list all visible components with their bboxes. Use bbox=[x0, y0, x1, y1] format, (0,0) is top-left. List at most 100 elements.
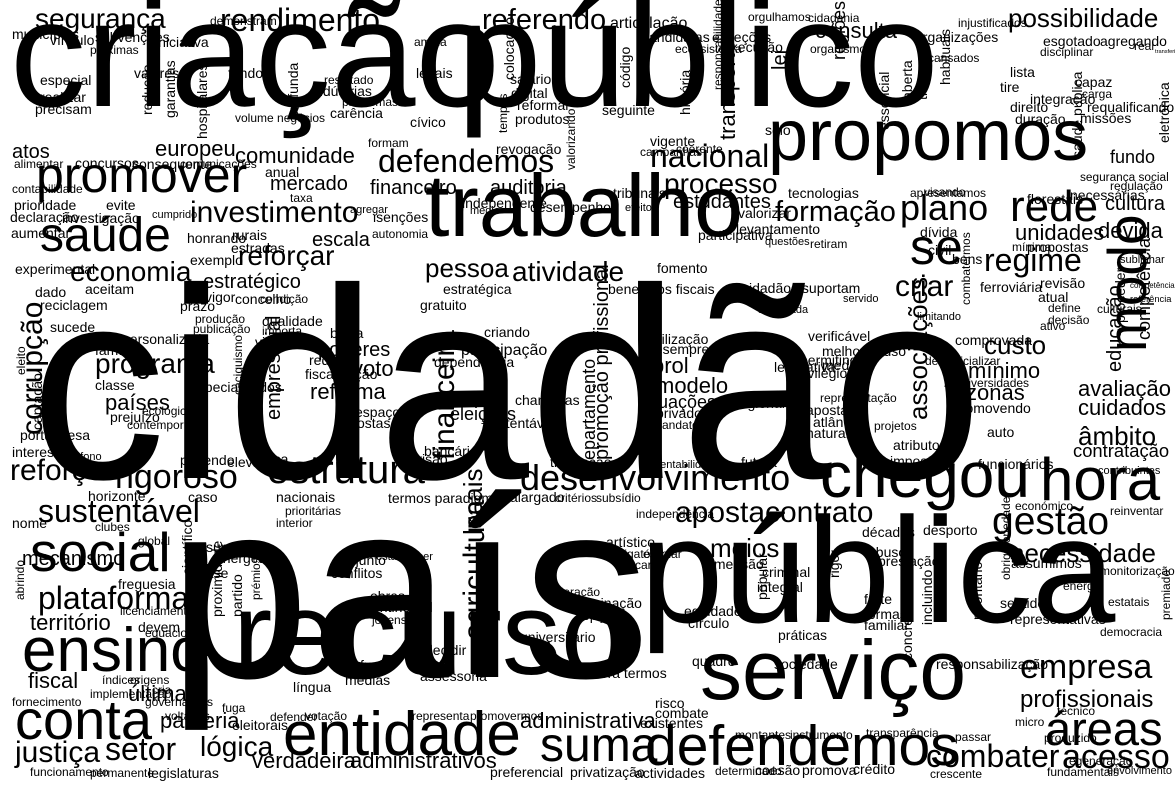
word-possibilidade: possibilidade bbox=[1008, 3, 1159, 33]
word-funcionarios: funcionários bbox=[978, 456, 1054, 472]
word-regeneracao: regeneração bbox=[1065, 754, 1133, 768]
word-representativas: representativas bbox=[1010, 611, 1106, 627]
word-imposto: imposto bbox=[890, 453, 940, 469]
word-profissionais: profissionais bbox=[1020, 686, 1154, 713]
word-hospitalares: hospitalares bbox=[194, 63, 210, 140]
word-sociedade: sociedade bbox=[774, 656, 838, 672]
word-conta: conta bbox=[15, 688, 152, 751]
word-administrativa: administrativa bbox=[520, 708, 656, 733]
word-modelo: modelo bbox=[656, 373, 729, 398]
word-dado: dado bbox=[35, 284, 67, 300]
word-atributos: atributos bbox=[893, 437, 947, 453]
word-tendo: tendo bbox=[228, 65, 264, 81]
word-proximas: próximas bbox=[90, 43, 139, 57]
word-permanente: permanente bbox=[90, 766, 155, 780]
word-privatizacao: privatização bbox=[570, 764, 645, 780]
word-legislaturas: legislaturas bbox=[148, 765, 219, 781]
word-estrutura: estrutura bbox=[267, 448, 425, 492]
word-incluindo: incluindo bbox=[919, 569, 935, 625]
word-estradas: estradas bbox=[231, 240, 285, 256]
word-partido: partido bbox=[229, 574, 245, 617]
word-ampla: ampla bbox=[414, 35, 447, 49]
word-comprovada: comprovada bbox=[955, 332, 1033, 348]
word-conjunto: conjunto bbox=[333, 552, 386, 568]
word-comunidade: comunidade bbox=[235, 143, 355, 168]
word-rigoroso: rigoroso bbox=[115, 458, 238, 496]
word-espaco: espaço bbox=[355, 404, 401, 420]
word-servido: servido bbox=[843, 293, 879, 305]
word-cuidados: cuidados bbox=[1078, 395, 1167, 420]
word-real: real bbox=[1134, 39, 1155, 53]
word-regional: regional bbox=[735, 395, 785, 411]
word-melhores-uso: melhores uso bbox=[822, 343, 907, 359]
word-cria: cria bbox=[152, 683, 172, 697]
word-estimular: estimular bbox=[348, 540, 405, 556]
word-social: social bbox=[30, 521, 171, 583]
word-medidas: medidas bbox=[822, 357, 875, 373]
word-verdadeira: verdadeira bbox=[252, 748, 356, 773]
word-bens: bens bbox=[952, 251, 983, 267]
word-costas: costas bbox=[350, 415, 391, 431]
word-pessoa: pessoa bbox=[425, 253, 509, 283]
word-codigo: código bbox=[617, 46, 633, 88]
word-visando: visando bbox=[924, 185, 966, 199]
word-opcao: opção bbox=[582, 607, 621, 623]
word-responsabilizacao: responsabilização bbox=[936, 656, 1049, 672]
word-reforma: reforma bbox=[310, 379, 386, 404]
word-existentes: existentes bbox=[640, 715, 704, 731]
word-referendo: referendo bbox=[482, 4, 607, 36]
word-prioritarias: prioritárias bbox=[285, 504, 342, 518]
word-volume-negocios: volume negócios bbox=[235, 111, 326, 125]
word-execucao: execução bbox=[723, 39, 783, 55]
word-logica: lógica bbox=[200, 731, 274, 762]
word-risco: risco bbox=[655, 695, 685, 711]
word-obras: obras bbox=[370, 588, 406, 604]
word-representacao: representação bbox=[820, 391, 897, 405]
word-chegou: chegou bbox=[820, 439, 1030, 511]
word-elevado: elevado bbox=[227, 454, 277, 470]
word-civico: cívico bbox=[410, 114, 446, 130]
word-sustentaveis: sustentáveis bbox=[484, 415, 562, 431]
word-equacionar: equacionar bbox=[145, 626, 205, 640]
word-criar: criar bbox=[895, 270, 954, 303]
word-trabalho: trabalho bbox=[425, 156, 744, 255]
word-candidatas: candidatas bbox=[642, 29, 710, 45]
word-defender: defender bbox=[270, 710, 318, 724]
word-energia: energia bbox=[1063, 579, 1104, 593]
word-ferroviaria: ferroviária bbox=[980, 279, 1043, 295]
word-reinventar: reinventar bbox=[1110, 504, 1164, 518]
word-estrategica: estratégica bbox=[443, 281, 512, 297]
word-cidadania: cidadania bbox=[808, 11, 860, 25]
word-qualidade: qualidade bbox=[262, 313, 323, 329]
word-decisao: decisão bbox=[1048, 313, 1090, 327]
word-minima: mínima bbox=[1012, 240, 1052, 254]
word-contratacao: contratação bbox=[1073, 440, 1170, 461]
word-habituais: habituais bbox=[937, 28, 953, 85]
word-regime: regime bbox=[984, 242, 1082, 278]
word-apresentamos: apresentamos bbox=[910, 186, 987, 200]
word-cumprido: cumprido bbox=[152, 209, 198, 221]
word-necessarias: necessárias bbox=[1070, 187, 1145, 203]
word-integral: integral bbox=[757, 579, 803, 595]
word-participativa: participativa bbox=[698, 227, 773, 243]
word-obrigatorio: obrigatório bbox=[607, 547, 664, 561]
word-municipios: municípios bbox=[12, 26, 79, 42]
word-atualizada: atualizada bbox=[758, 304, 809, 316]
word-escala: escala bbox=[312, 229, 370, 251]
word-gratuito: gratuito bbox=[420, 297, 467, 313]
word-propostas: propostas bbox=[1027, 239, 1089, 255]
word-sublinhar: sublinhar bbox=[1120, 254, 1165, 266]
word-administrativos: administrativos bbox=[350, 748, 497, 773]
word-realizar: realizar bbox=[40, 89, 86, 105]
word-reducao: redução bbox=[139, 64, 155, 115]
word-personalizada: personalizada bbox=[122, 331, 210, 347]
word-civil: civil bbox=[928, 242, 952, 258]
word-jovens: jovens bbox=[372, 613, 407, 627]
word-universidades: universidades bbox=[955, 376, 1030, 390]
word-salario: salário bbox=[510, 71, 552, 87]
word-troca: troca bbox=[914, 68, 930, 100]
word-desprezado: desprezado bbox=[192, 361, 208, 435]
word-premiado: premiado bbox=[1159, 569, 1173, 620]
word-revogacao: revogação bbox=[496, 141, 562, 157]
word-reciclagem: reciclagem bbox=[40, 297, 108, 313]
